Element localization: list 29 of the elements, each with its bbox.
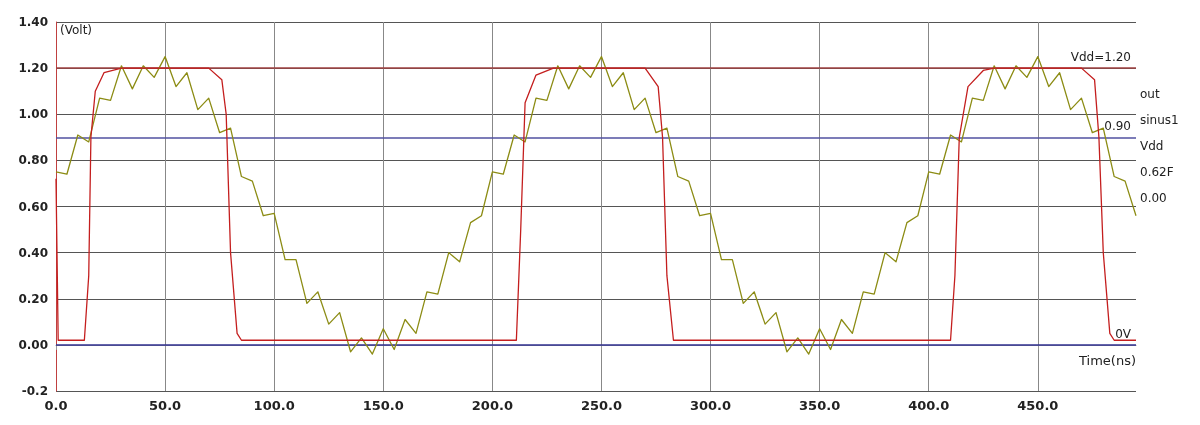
x-tick-label: 450.0 <box>1017 398 1059 413</box>
y-tick-label: 1.00 <box>18 107 48 122</box>
y-tick-label: 0.20 <box>18 291 48 306</box>
x-tick-label: 0.0 <box>44 398 68 413</box>
ref-line-label: Vdd=1.20 <box>1070 50 1131 65</box>
x-tick-label: 300.0 <box>689 398 732 413</box>
y-tick-label: 1.40 <box>18 15 48 29</box>
y-tick-label: 0.60 <box>18 199 48 214</box>
ref-line-label: 0V <box>1115 326 1132 341</box>
x-tick-label: 400.0 <box>908 398 950 413</box>
y-axis-title: (Volt) <box>60 23 93 37</box>
x-tick-label: 150.0 <box>362 398 404 413</box>
text: sinus1 <box>1140 113 1179 127</box>
text: Vdd <box>1140 139 1164 153</box>
text: out <box>1140 87 1160 101</box>
y-tick-label: 0.80 <box>18 153 48 168</box>
x-tick-label: 50.0 <box>149 398 182 413</box>
x-tick-label: 100.0 <box>253 398 295 413</box>
y-tick-label: 1.20 <box>18 61 48 76</box>
y-tick-label: -0.2 <box>21 384 48 398</box>
y-tick-label: 0.40 <box>18 245 48 260</box>
x-tick-label: 350.0 <box>799 398 841 413</box>
ref-line-label: 0.90 <box>1104 119 1131 134</box>
x-axis-title: Time(ns) <box>1078 352 1136 368</box>
text: 0.00 <box>1140 191 1167 205</box>
x-tick-label: 200.0 <box>471 398 513 413</box>
text: 0.62F <box>1140 165 1174 179</box>
y-tick-label: 0.00 <box>18 337 48 352</box>
x-tick-label: 250.0 <box>580 398 623 413</box>
